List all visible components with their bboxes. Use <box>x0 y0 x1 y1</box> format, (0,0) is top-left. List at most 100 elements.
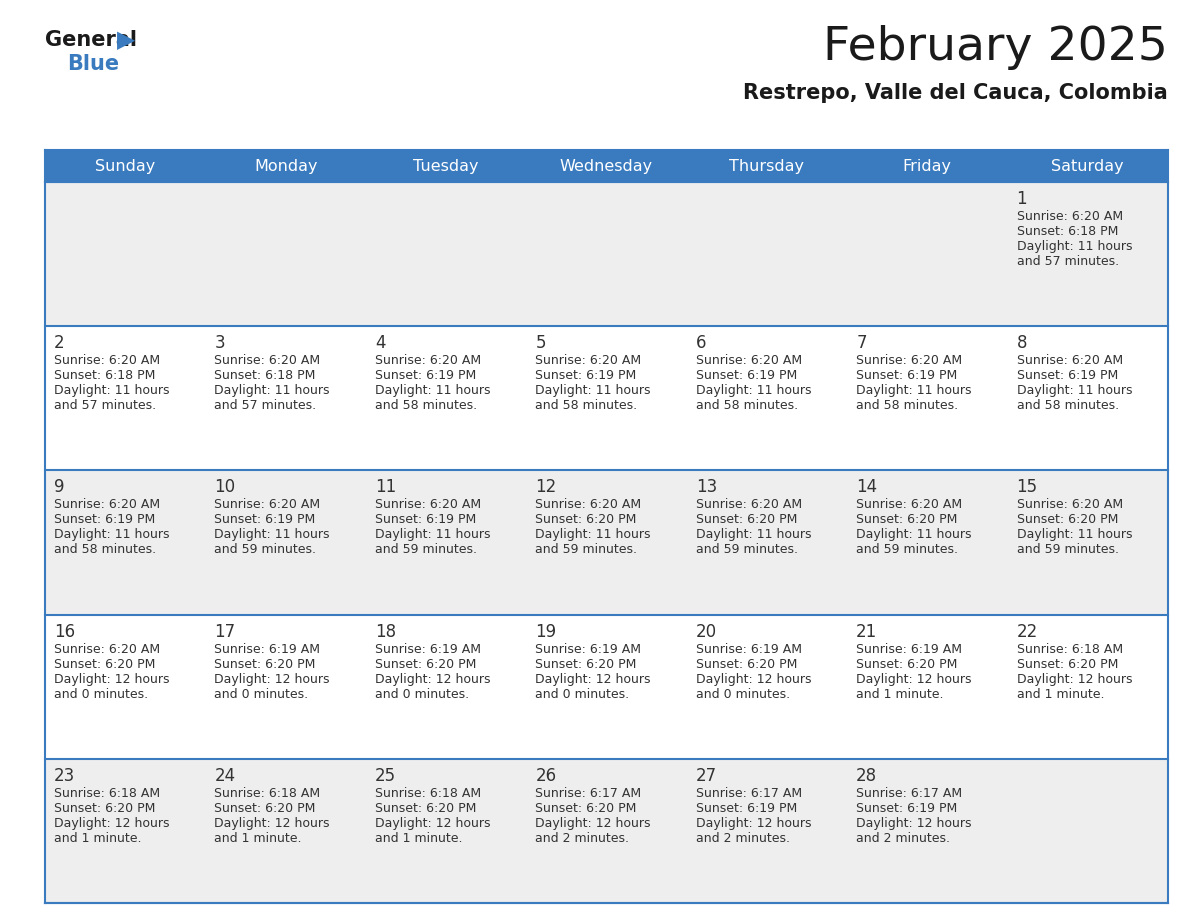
Text: Daylight: 12 hours: Daylight: 12 hours <box>375 817 491 830</box>
Text: Sunset: 6:20 PM: Sunset: 6:20 PM <box>375 801 476 815</box>
Text: and 1 minute.: and 1 minute. <box>214 832 302 845</box>
Text: Daylight: 11 hours: Daylight: 11 hours <box>1017 529 1132 542</box>
Text: and 1 minute.: and 1 minute. <box>375 832 462 845</box>
Text: and 0 minutes.: and 0 minutes. <box>214 688 309 700</box>
Text: and 2 minutes.: and 2 minutes. <box>696 832 790 845</box>
Text: 11: 11 <box>375 478 396 497</box>
Text: Sunrise: 6:20 AM: Sunrise: 6:20 AM <box>53 498 160 511</box>
Text: Daylight: 12 hours: Daylight: 12 hours <box>53 673 170 686</box>
Text: Sunset: 6:18 PM: Sunset: 6:18 PM <box>53 369 156 382</box>
Text: and 1 minute.: and 1 minute. <box>1017 688 1104 700</box>
Text: and 59 minutes.: and 59 minutes. <box>696 543 797 556</box>
Text: 12: 12 <box>536 478 556 497</box>
Text: and 58 minutes.: and 58 minutes. <box>375 399 478 412</box>
Text: Sunset: 6:20 PM: Sunset: 6:20 PM <box>536 657 637 671</box>
Text: Daylight: 12 hours: Daylight: 12 hours <box>214 817 330 830</box>
Text: Sunrise: 6:19 AM: Sunrise: 6:19 AM <box>214 643 321 655</box>
Text: Sunrise: 6:20 AM: Sunrise: 6:20 AM <box>857 498 962 511</box>
Text: Sunset: 6:19 PM: Sunset: 6:19 PM <box>375 513 476 526</box>
Text: Sunrise: 6:20 AM: Sunrise: 6:20 AM <box>214 498 321 511</box>
Text: 21: 21 <box>857 622 878 641</box>
Text: Daylight: 11 hours: Daylight: 11 hours <box>536 529 651 542</box>
Text: Daylight: 12 hours: Daylight: 12 hours <box>857 673 972 686</box>
Text: Sunset: 6:19 PM: Sunset: 6:19 PM <box>857 801 958 815</box>
Text: 28: 28 <box>857 767 877 785</box>
Text: Daylight: 11 hours: Daylight: 11 hours <box>1017 385 1132 397</box>
Text: Daylight: 12 hours: Daylight: 12 hours <box>375 673 491 686</box>
Text: Daylight: 11 hours: Daylight: 11 hours <box>53 529 170 542</box>
Text: Daylight: 11 hours: Daylight: 11 hours <box>857 529 972 542</box>
Text: and 58 minutes.: and 58 minutes. <box>857 399 959 412</box>
Text: Monday: Monday <box>254 159 317 174</box>
Text: and 1 minute.: and 1 minute. <box>53 832 141 845</box>
Text: Sunrise: 6:20 AM: Sunrise: 6:20 AM <box>857 354 962 367</box>
Text: Sunset: 6:19 PM: Sunset: 6:19 PM <box>696 801 797 815</box>
Text: Sunrise: 6:17 AM: Sunrise: 6:17 AM <box>696 787 802 800</box>
Text: 6: 6 <box>696 334 706 353</box>
Text: Sunrise: 6:18 AM: Sunrise: 6:18 AM <box>214 787 321 800</box>
Text: Sunrise: 6:20 AM: Sunrise: 6:20 AM <box>1017 354 1123 367</box>
Text: Daylight: 11 hours: Daylight: 11 hours <box>536 385 651 397</box>
Text: Tuesday: Tuesday <box>413 159 479 174</box>
Text: 2: 2 <box>53 334 64 353</box>
Text: Sunrise: 6:20 AM: Sunrise: 6:20 AM <box>536 354 642 367</box>
Text: Blue: Blue <box>67 54 119 74</box>
Text: Daylight: 12 hours: Daylight: 12 hours <box>53 817 170 830</box>
Text: 18: 18 <box>375 622 396 641</box>
Text: Sunrise: 6:20 AM: Sunrise: 6:20 AM <box>375 354 481 367</box>
Bar <box>45 326 1168 470</box>
Text: Sunset: 6:20 PM: Sunset: 6:20 PM <box>857 513 958 526</box>
Text: Sunset: 6:19 PM: Sunset: 6:19 PM <box>53 513 156 526</box>
Text: Sunset: 6:20 PM: Sunset: 6:20 PM <box>214 657 316 671</box>
Text: Sunset: 6:20 PM: Sunset: 6:20 PM <box>1017 657 1118 671</box>
Text: Sunrise: 6:20 AM: Sunrise: 6:20 AM <box>536 498 642 511</box>
Text: and 59 minutes.: and 59 minutes. <box>1017 543 1119 556</box>
Text: and 59 minutes.: and 59 minutes. <box>857 543 959 556</box>
Text: Daylight: 12 hours: Daylight: 12 hours <box>696 817 811 830</box>
Text: Daylight: 12 hours: Daylight: 12 hours <box>536 673 651 686</box>
Text: and 0 minutes.: and 0 minutes. <box>696 688 790 700</box>
Text: 3: 3 <box>214 334 225 353</box>
Text: Daylight: 12 hours: Daylight: 12 hours <box>214 673 330 686</box>
Text: 9: 9 <box>53 478 64 497</box>
Text: Saturday: Saturday <box>1051 159 1124 174</box>
Text: and 58 minutes.: and 58 minutes. <box>1017 399 1119 412</box>
Text: General: General <box>45 30 137 50</box>
Text: 5: 5 <box>536 334 545 353</box>
Text: 17: 17 <box>214 622 235 641</box>
Text: Sunset: 6:20 PM: Sunset: 6:20 PM <box>375 657 476 671</box>
Text: Sunrise: 6:20 AM: Sunrise: 6:20 AM <box>53 643 160 655</box>
Text: Daylight: 12 hours: Daylight: 12 hours <box>536 817 651 830</box>
Bar <box>45 759 1168 903</box>
Text: February 2025: February 2025 <box>823 25 1168 70</box>
Text: 22: 22 <box>1017 622 1038 641</box>
Text: Sunset: 6:20 PM: Sunset: 6:20 PM <box>857 657 958 671</box>
Text: Sunset: 6:20 PM: Sunset: 6:20 PM <box>696 657 797 671</box>
Text: and 2 minutes.: and 2 minutes. <box>857 832 950 845</box>
Text: and 1 minute.: and 1 minute. <box>857 688 943 700</box>
Text: Daylight: 11 hours: Daylight: 11 hours <box>857 385 972 397</box>
Text: Daylight: 11 hours: Daylight: 11 hours <box>214 385 330 397</box>
Bar <box>45 150 1168 182</box>
Text: Sunrise: 6:17 AM: Sunrise: 6:17 AM <box>536 787 642 800</box>
Text: Sunset: 6:20 PM: Sunset: 6:20 PM <box>536 513 637 526</box>
Text: Restrepo, Valle del Cauca, Colombia: Restrepo, Valle del Cauca, Colombia <box>744 83 1168 103</box>
Text: Sunrise: 6:20 AM: Sunrise: 6:20 AM <box>696 498 802 511</box>
Text: 24: 24 <box>214 767 235 785</box>
Text: and 58 minutes.: and 58 minutes. <box>696 399 798 412</box>
Text: 1: 1 <box>1017 190 1028 208</box>
Text: Daylight: 11 hours: Daylight: 11 hours <box>1017 240 1132 253</box>
Text: Sunrise: 6:20 AM: Sunrise: 6:20 AM <box>53 354 160 367</box>
Text: 26: 26 <box>536 767 556 785</box>
Text: Sunrise: 6:18 AM: Sunrise: 6:18 AM <box>375 787 481 800</box>
Text: 14: 14 <box>857 478 877 497</box>
Text: Daylight: 12 hours: Daylight: 12 hours <box>696 673 811 686</box>
Text: 20: 20 <box>696 622 716 641</box>
Text: Sunset: 6:19 PM: Sunset: 6:19 PM <box>375 369 476 382</box>
Text: and 57 minutes.: and 57 minutes. <box>53 399 156 412</box>
Text: and 57 minutes.: and 57 minutes. <box>214 399 316 412</box>
Text: and 0 minutes.: and 0 minutes. <box>53 688 148 700</box>
Text: Daylight: 11 hours: Daylight: 11 hours <box>696 385 811 397</box>
Text: 15: 15 <box>1017 478 1037 497</box>
Text: Sunrise: 6:20 AM: Sunrise: 6:20 AM <box>1017 210 1123 223</box>
